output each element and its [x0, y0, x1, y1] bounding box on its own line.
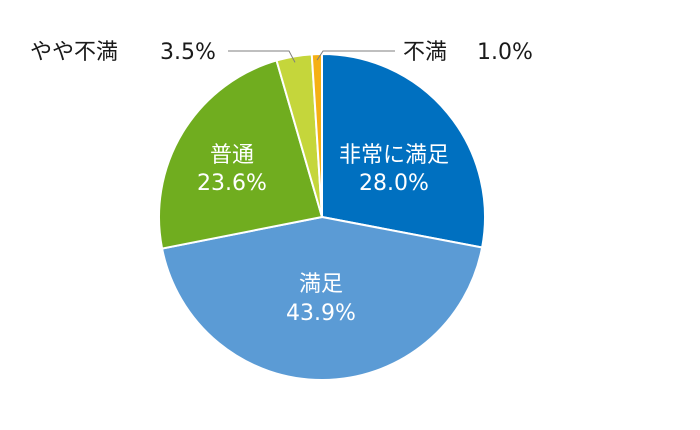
leader-line-やや不満 [228, 50, 296, 63]
slice-value-不満: 1.0% [477, 40, 533, 65]
slice-value-非常に満足: 28.0% [359, 171, 429, 196]
pie-slices [158, 52, 486, 381]
slice-value-普通: 23.6% [197, 171, 267, 196]
slice-value-満足: 43.9% [286, 301, 356, 326]
leader-line-不満 [316, 50, 395, 61]
slice-label-不満: 不満 [403, 40, 447, 65]
pie-slice-非常に満足 [321, 52, 486, 249]
leader-lines [228, 50, 395, 63]
slice-value-やや不満: 3.5% [160, 40, 216, 65]
slice-label-やや不満: やや不満 [30, 40, 118, 65]
pie-slice-不満 [310, 52, 323, 218]
slice-label-非常に満足: 非常に満足 [339, 143, 449, 168]
slice-label-普通: 普通 [210, 143, 254, 168]
pie-slice-普通 [158, 59, 324, 250]
slice-label-満足: 満足 [299, 272, 343, 297]
pie-slice-満足 [160, 215, 484, 381]
